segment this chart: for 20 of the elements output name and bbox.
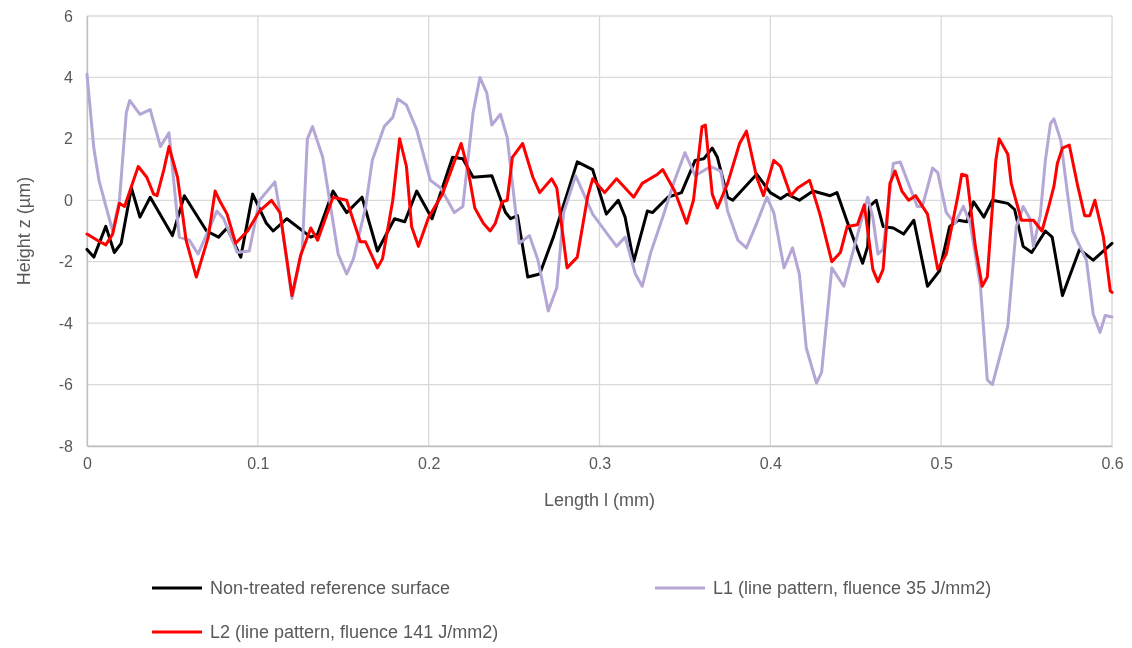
x-tick-label: 0.4 bbox=[759, 455, 783, 473]
x-tick-label: 0.6 bbox=[1101, 455, 1124, 473]
legend-label: L1 (line pattern, fluence 35 J/mm2) bbox=[713, 578, 992, 598]
y-tick-label: 2 bbox=[64, 130, 74, 148]
legend-label: Non-treated reference surface bbox=[210, 578, 451, 598]
y-tick-label: -6 bbox=[58, 376, 74, 394]
y-tick-label: 4 bbox=[64, 69, 74, 87]
y-tick-label: -2 bbox=[58, 253, 74, 271]
x-tick-label: 0.2 bbox=[418, 455, 441, 473]
x-tick-label: 0.3 bbox=[588, 455, 612, 473]
y-tick-label: 0 bbox=[64, 191, 74, 209]
x-tick-label: 0.1 bbox=[247, 455, 270, 473]
x-tick-label: 0.5 bbox=[930, 455, 953, 473]
y-tick-label: -8 bbox=[58, 437, 74, 455]
y-tick-label: 6 bbox=[64, 7, 74, 25]
legend-label: L2 (line pattern, fluence 141 J/mm2) bbox=[210, 622, 499, 642]
x-tick-label: 0 bbox=[83, 455, 93, 473]
y-axis-title: Height z (µm) bbox=[14, 176, 34, 286]
y-tick-label: -4 bbox=[58, 314, 74, 332]
x-axis-title: Length l (mm) bbox=[543, 490, 656, 510]
